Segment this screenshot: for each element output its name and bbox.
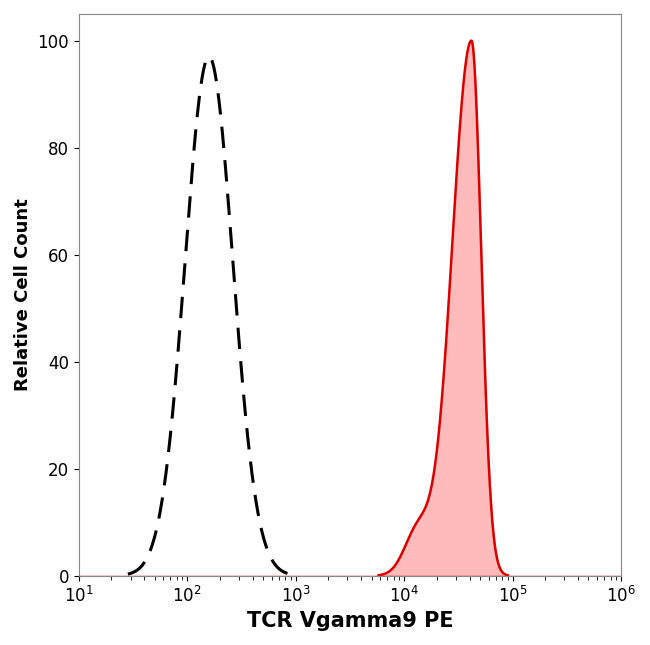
Y-axis label: Relative Cell Count: Relative Cell Count <box>14 199 32 391</box>
X-axis label: TCR Vgamma9 PE: TCR Vgamma9 PE <box>246 611 453 631</box>
